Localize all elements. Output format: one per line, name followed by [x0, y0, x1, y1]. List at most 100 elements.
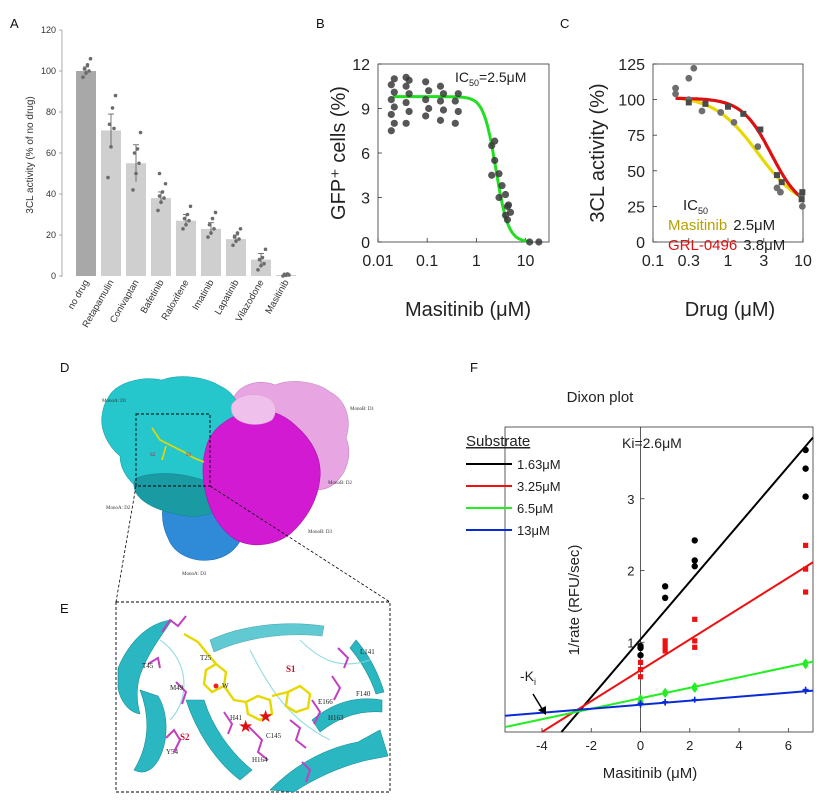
residue-sticks — [147, 615, 350, 783]
panel-c-legend-masitinib-name: Masitinib — [668, 217, 727, 234]
label-monoa-d2: MonoA: D2 — [106, 506, 131, 511]
panel-c-dot-masitinib — [672, 84, 679, 92]
panel-b-ic50: IC50=2.5μM — [455, 69, 526, 88]
panel-b-dot — [491, 137, 499, 145]
panel-b-y-tick-label: 3 — [361, 191, 370, 208]
panel-b-y-tick-label: 6 — [361, 146, 370, 163]
panel-a-y-tick-label: 100 — [41, 66, 56, 76]
panel-f-dot — [691, 557, 698, 564]
panel-b-x-tick-label: 0.1 — [416, 253, 438, 270]
panel-a-y-tick-label: 40 — [46, 189, 56, 199]
panel-f-x-ticks: -4 -2 0 2 4 6 — [536, 728, 792, 753]
panel-f-dot — [662, 648, 668, 654]
panel-e-binding-pocket: E — [60, 601, 391, 793]
panel-a-dot — [159, 200, 163, 204]
panel-f-dot — [691, 563, 698, 570]
res-h163: H163 — [328, 714, 344, 722]
panel-a-y-tick-label: 60 — [46, 148, 56, 158]
panel-c-dot-grl — [778, 179, 785, 186]
panel-c-y-tick-label: 50 — [627, 164, 645, 181]
panel-b-dot — [390, 75, 398, 83]
panel-b-dot — [495, 193, 503, 202]
panel-a-y-tick-label: 20 — [46, 230, 56, 240]
panel-a-dot — [235, 231, 240, 235]
panel-c-x-ticks: 0.1 0.3 1 3 10 — [642, 238, 812, 270]
panel-c-x-label: Drug (μM) — [685, 299, 775, 321]
panel-a-dot — [285, 272, 290, 276]
panel-f-legend-label: 6.5μM — [517, 501, 553, 516]
panel-a-category-label: no drug — [66, 278, 92, 311]
panel-b-dot — [405, 90, 413, 98]
label-monoa-d1: MonoA: D1 — [102, 399, 127, 404]
panel-a-dot — [259, 263, 263, 268]
label-d-s1: S1 — [186, 453, 192, 458]
panel-a-dot — [207, 222, 212, 227]
res-w: W — [222, 682, 229, 690]
panel-b-x-tick-label: 0.01 — [362, 253, 393, 270]
panel-b-dot — [506, 208, 515, 216]
panel-a-dot — [84, 71, 88, 75]
panel-c-legend-masitinib: Masitinib 2.5μM — [668, 217, 775, 234]
panel-f-dot — [803, 566, 809, 572]
panel-b-dot — [387, 127, 395, 135]
panel-f-dot — [802, 493, 809, 500]
res-s2: S2 — [180, 732, 190, 742]
panel-f-title: Dixon plot — [567, 389, 635, 406]
panel-f-dot — [661, 583, 669, 590]
panel-a-bars — [76, 71, 296, 276]
zoom-line-left — [115, 485, 137, 603]
panel-c-dot-masitinib — [754, 143, 762, 150]
panel-a-dot — [82, 67, 87, 71]
panel-f-frame — [504, 426, 814, 733]
panel-f-legend: 1.63μM 3.25μM 6.5μM 13μM — [466, 457, 561, 538]
panel-a-dot — [262, 261, 266, 266]
panel-a-y-tick-label: 80 — [46, 107, 56, 117]
panel-a-dot — [163, 181, 168, 186]
res-m49: M49 — [170, 684, 184, 692]
panel-f-dot — [803, 589, 809, 595]
panel-f-dot — [691, 537, 698, 544]
panel-b-dot — [535, 238, 543, 246]
panel-f-y-tick-label: 2 — [627, 564, 634, 579]
panel-f-ki-arrowhead — [538, 706, 546, 715]
panel-f-dot — [691, 682, 698, 691]
panel-b-dot — [390, 103, 398, 111]
panel-b-dot — [422, 78, 430, 86]
panel-c-fit-curve — [675, 96, 804, 201]
panel-a-dot — [160, 190, 165, 194]
panel-f-dot — [662, 638, 668, 644]
panel-c-dot-grl — [725, 103, 731, 110]
panel-c-dot-grl — [740, 110, 747, 117]
panel-c-dot-grl — [773, 172, 780, 179]
panel-f-ki: Ki=2.6μM — [622, 435, 682, 451]
masitinib-ligand — [151, 427, 205, 463]
panel-a-dot — [187, 218, 191, 223]
panel-b-dot — [439, 106, 448, 114]
panel-f-dot — [637, 666, 644, 673]
panel-a-bar — [176, 220, 196, 276]
res-t45: T45 — [142, 662, 154, 670]
panel-f-dot — [802, 446, 809, 454]
panel-b-dot — [436, 97, 445, 105]
panel-c-y-tick-label: 0 — [636, 235, 645, 252]
panel-a-dot — [88, 56, 93, 61]
panel-c-dot-masitinib — [777, 188, 784, 196]
panel-b-frame — [377, 63, 550, 243]
panel-a-dot — [131, 188, 135, 192]
panel-c-dot-grl — [685, 99, 692, 106]
panel-c-y-tick-label: 75 — [627, 128, 645, 145]
panel-f-y-tick-label: 3 — [627, 492, 634, 507]
panel-a-dot — [260, 255, 265, 260]
panel-b-ic50-sub: 50 — [469, 78, 479, 88]
panel-f-letter: F — [470, 360, 478, 375]
panel-f-dot — [637, 642, 644, 650]
panel-a-dot — [107, 122, 112, 127]
panel-a-bar — [201, 228, 221, 276]
label-monob-d1: MonoB: D1 — [350, 407, 375, 412]
panel-a-bar — [151, 198, 171, 276]
panel-b-dot — [436, 116, 445, 124]
panel-d-letter: D — [60, 360, 69, 375]
panel-f-dot — [692, 616, 698, 622]
panel-f-x-tick-label: 2 — [686, 738, 693, 753]
